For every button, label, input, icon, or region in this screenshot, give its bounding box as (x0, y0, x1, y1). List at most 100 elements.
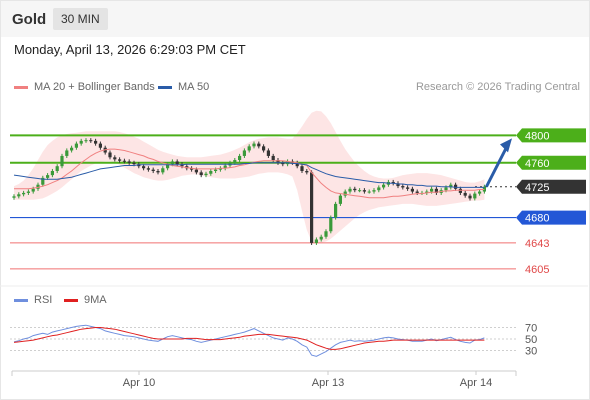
candle-body (89, 140, 93, 142)
legend-ma50-swatch (158, 85, 172, 89)
candle-body (382, 184, 386, 188)
candle-body (233, 160, 237, 163)
candle-body (214, 169, 218, 172)
candle-body (271, 155, 275, 161)
candle-body (242, 150, 246, 156)
candle-body (348, 188, 352, 192)
candle-body (60, 155, 64, 167)
candle-body (36, 184, 40, 189)
candle-body (458, 188, 462, 193)
legend-9ma-label: 9MA (84, 294, 107, 306)
candle-body (247, 146, 251, 151)
candle-body (401, 186, 405, 188)
level-tag-4760 (516, 155, 586, 170)
candle-body (305, 171, 309, 173)
level-tag-4725 (516, 179, 586, 194)
candle-body (41, 177, 45, 185)
candle-body (454, 184, 458, 189)
header-bar: Gold 30 MIN (1, 1, 589, 37)
candle-body (468, 195, 472, 199)
candle-body (161, 168, 165, 173)
candle-body (79, 140, 83, 144)
legend-rsi: RSI (14, 294, 52, 306)
candle-body (238, 155, 242, 161)
legend-9ma: 9MA (64, 294, 107, 306)
candle-body (358, 190, 362, 192)
legend-ma50-label: MA 50 (178, 81, 210, 93)
candle-body (343, 191, 347, 196)
legend-ma20-label: MA 20 + Bollinger Bands (34, 81, 155, 93)
level-label-4800: 4800 (525, 130, 549, 142)
rsi-tick-70: 70 (525, 323, 537, 335)
candle-body (223, 165, 227, 169)
timeframe-badge[interactable]: 30 MIN (53, 8, 108, 30)
level-label-4725: 4725 (525, 182, 549, 194)
x-tick-label: Apr 10 (123, 377, 155, 389)
candle-body (478, 191, 482, 194)
candle-body (252, 143, 256, 147)
rsi-tick-50: 50 (525, 334, 537, 346)
candle-body (142, 166, 146, 169)
x-tick-label: Apr 13 (312, 377, 344, 389)
candle-body (209, 171, 213, 174)
legend-ma50: MA 50 (158, 81, 209, 93)
candle-body (463, 192, 467, 196)
level-label-4643: 4643 (525, 238, 549, 250)
candle-body (156, 171, 160, 173)
legend-ma20-swatch (14, 85, 28, 89)
candle-body (199, 172, 203, 176)
ma50-line (13, 162, 485, 188)
candle-body (70, 147, 74, 151)
candle-body (132, 162, 136, 165)
bollinger-band-fill (14, 110, 485, 244)
candle-body (338, 195, 342, 204)
candle-body (194, 169, 198, 173)
candle-body (314, 239, 318, 243)
level-label-4680: 4680 (525, 213, 549, 225)
candle-body (190, 168, 194, 170)
legend-rsi-swatch (14, 298, 28, 302)
candle-body (353, 188, 357, 191)
candle-body (276, 160, 280, 163)
candle-body (362, 190, 366, 192)
candle-body (146, 168, 150, 170)
candle-body (74, 143, 78, 148)
candle-body (377, 187, 381, 191)
level-label-4760: 4760 (525, 158, 549, 170)
candle-body (46, 175, 50, 178)
candle-body (406, 187, 410, 189)
level-label-4605: 4605 (525, 264, 549, 276)
candle-body (166, 164, 170, 169)
candle-body (329, 217, 333, 232)
candle-body (108, 152, 112, 158)
candle-body (262, 146, 266, 151)
candle-body (84, 140, 88, 142)
candle-body (151, 169, 155, 172)
rsi-line (13, 324, 485, 357)
candle-body (122, 160, 126, 162)
level-tag-4680 (516, 210, 586, 225)
candle-body (396, 183, 400, 187)
candle-body (324, 231, 328, 237)
rsi-9ma-line (13, 327, 485, 350)
candle-body (170, 161, 174, 165)
candle-body (98, 143, 102, 148)
candle-body (175, 161, 179, 165)
candle-body (31, 188, 35, 192)
candle-body (127, 161, 131, 163)
candle-body (281, 162, 285, 165)
candle-body (266, 150, 270, 156)
candle-body (204, 173, 208, 176)
candle-body (391, 181, 395, 184)
candle-body (367, 191, 371, 193)
candle-body (50, 171, 54, 176)
candle-body (449, 184, 453, 188)
candle-body (22, 192, 26, 195)
research-credit: Research © 2026 Trading Central (415, 81, 580, 93)
candle-body (300, 166, 304, 172)
candle-body (12, 196, 16, 198)
candle-body (65, 150, 69, 156)
candle-body (434, 188, 438, 193)
